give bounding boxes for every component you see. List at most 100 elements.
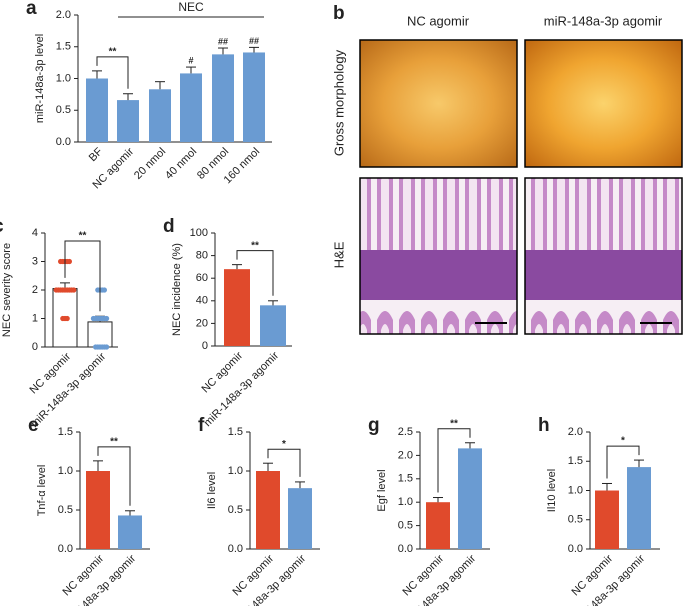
data-point [71, 287, 77, 293]
bar [180, 73, 202, 142]
panel-label: h [538, 415, 550, 436]
image-panel: b NC agomir miR-148a-3p agomir Gross mor… [331, 3, 683, 335]
y-tick-label: 0.5 [58, 504, 73, 516]
y-axis-label: Il6 level [206, 472, 218, 509]
bar [256, 471, 280, 549]
data-point [104, 344, 110, 350]
y-tick-label: 1.5 [228, 426, 243, 438]
y-tick-label: 0.0 [568, 543, 583, 555]
panel-label: b [333, 3, 345, 24]
data-point [90, 315, 96, 322]
y-axis-label: NEC incidence (%) [171, 243, 183, 336]
data-point [64, 315, 70, 322]
bar [212, 54, 234, 143]
column-title: NC agomir [407, 13, 470, 28]
y-tick-label: 2.0 [398, 449, 413, 461]
y-tick-label: 1.0 [398, 496, 413, 508]
bar [117, 100, 139, 142]
significance-bracket [267, 448, 301, 477]
bar [224, 269, 250, 346]
significance-bracket [606, 445, 640, 479]
gross-image [359, 39, 518, 168]
y-tick-label: 2.0 [56, 9, 71, 21]
data-point [104, 315, 110, 322]
bar [149, 89, 171, 142]
y-tick-label: 2 [32, 284, 38, 296]
data-point [95, 287, 101, 293]
significance-bracket [64, 240, 101, 312]
y-tick-label: 1.5 [56, 41, 71, 53]
gross-image [524, 39, 683, 168]
he-image [359, 177, 518, 335]
significance-bracket [437, 428, 471, 493]
data-point [66, 258, 72, 265]
y-axis-label: Egf level [376, 469, 388, 511]
y-tick-label: 0.0 [56, 136, 71, 148]
data-point [93, 344, 99, 350]
x-tick-label: BF [87, 145, 106, 164]
data-point [60, 315, 66, 322]
y-axis-label: miR-148a-3p level [34, 34, 46, 123]
significance-bracket [97, 446, 131, 506]
y-tick-label: 1.0 [228, 465, 243, 477]
y-tick-label: 40 [196, 295, 208, 307]
bar [595, 490, 619, 549]
significance-label: # [188, 55, 193, 65]
panel-label: e [28, 415, 39, 436]
panel-label: c [0, 216, 4, 237]
significance-label: ** [79, 231, 87, 242]
y-axis-label: Tnf-α level [36, 465, 48, 517]
y-tick-label: 0.0 [228, 543, 243, 555]
data-point [101, 287, 107, 293]
y-tick-label: 2.0 [568, 426, 583, 438]
y-tick-label: 1.5 [58, 426, 73, 438]
y-tick-label: 1.0 [58, 465, 73, 477]
y-tick-label: 4 [32, 227, 38, 239]
bar [87, 321, 113, 348]
panel-label: a [26, 0, 37, 19]
he-image [524, 177, 683, 335]
y-tick-label: 0.5 [398, 520, 413, 532]
panel-label: g [368, 415, 380, 436]
bar [288, 488, 312, 549]
y-axis-label: Il10 level [546, 469, 558, 512]
y-tick-label: 3 [32, 255, 38, 267]
y-tick-label: 0.0 [58, 543, 73, 555]
data-point [53, 287, 59, 293]
group-label: NEC [178, 0, 204, 14]
bar [627, 467, 651, 549]
row-title: H&E [331, 241, 346, 268]
significance-label: ## [218, 36, 228, 46]
y-tick-label: 1.0 [56, 72, 71, 84]
bar [118, 515, 142, 549]
y-tick-label: 20 [196, 317, 208, 329]
significance-label: ** [450, 418, 458, 429]
y-tick-label: 0.5 [56, 104, 71, 116]
y-tick-label: 1 [32, 312, 38, 324]
significance-label: ## [249, 36, 259, 46]
bar [243, 52, 265, 143]
significance-label: * [282, 439, 286, 450]
y-tick-label: 1.5 [568, 455, 583, 467]
significance-label: ** [110, 437, 118, 448]
significance-label: ** [109, 47, 117, 58]
bar [86, 78, 108, 142]
panel-label: d [163, 216, 175, 237]
y-tick-label: 1.0 [568, 484, 583, 496]
significance-bracket [96, 56, 129, 89]
y-tick-label: 2.5 [398, 426, 413, 438]
bar [426, 502, 450, 549]
y-tick-label: 0 [32, 341, 38, 353]
y-tick-label: 1.5 [398, 473, 413, 485]
data-point [58, 258, 64, 265]
y-tick-label: 80 [196, 250, 208, 262]
y-tick-label: 0.5 [228, 504, 243, 516]
x-tick-label: 40 nmol [163, 146, 199, 182]
y-tick-label: 0 [202, 340, 208, 352]
bar [458, 448, 482, 549]
significance-label: * [621, 436, 625, 447]
row-title: Gross morphology [331, 49, 346, 156]
y-tick-label: 100 [190, 227, 208, 239]
panel-label: f [198, 415, 205, 436]
